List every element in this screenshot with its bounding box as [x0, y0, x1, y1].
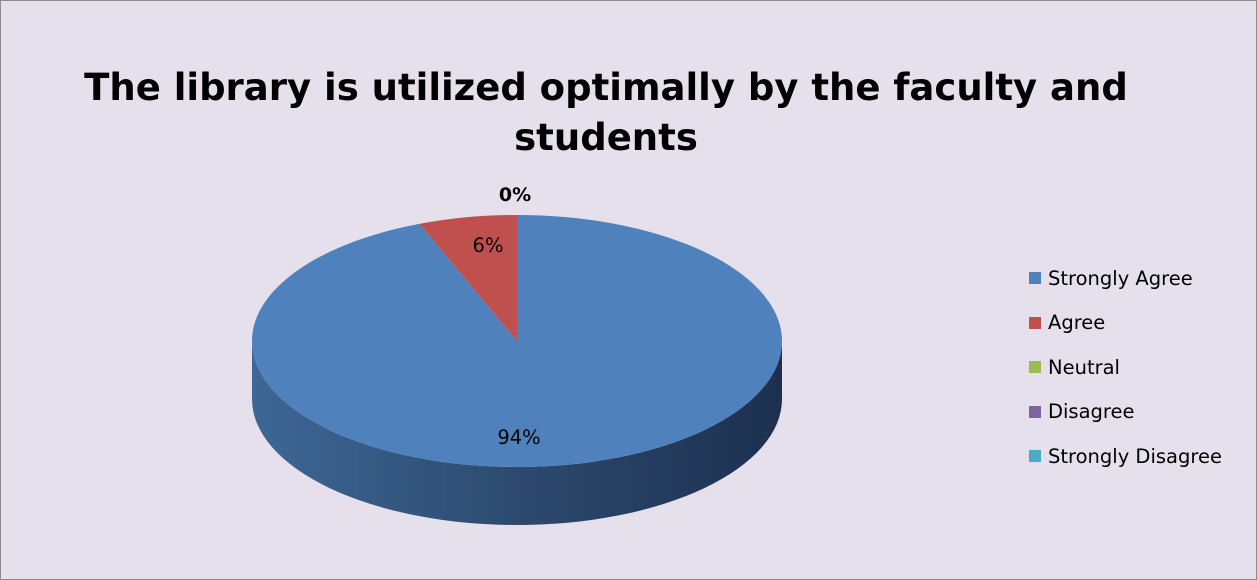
data-label-agree: 6% [473, 234, 504, 257]
legend-swatch [1029, 316, 1041, 329]
legend-swatch [1029, 450, 1041, 462]
legend-item-neutral: Neutral [1029, 352, 1254, 382]
legend-swatch [1029, 361, 1041, 373]
data-label-zero: 0% [499, 184, 531, 206]
legend-item-agree: Agree [1029, 308, 1254, 338]
data-label-strongly-agree: 94% [497, 426, 540, 449]
pie-labels: 94% 6% 0% [473, 184, 541, 449]
pie-slice-strongly-agree [252, 215, 783, 467]
legend-item-strongly-disagree: Strongly Disagree [1029, 441, 1254, 471]
pie-slices [252, 215, 783, 525]
chart-title: The library is utilized optimally by the… [84, 66, 1128, 159]
legend-swatch [1029, 405, 1041, 418]
pie-side-wall [252, 341, 782, 525]
legend-label: Disagree [1048, 400, 1135, 423]
legend-item-disagree: Disagree [1029, 397, 1254, 427]
legend-label: Agree [1048, 311, 1106, 334]
legend-label: Strongly Disagree [1048, 444, 1222, 468]
pie-slice-agree [419, 215, 517, 341]
legend-label: Strongly Agree [1048, 266, 1193, 290]
legend-swatch [1029, 272, 1041, 284]
legend-label: Neutral [1048, 355, 1120, 379]
legend-item-strongly-agree: Strongly Agree [1029, 263, 1254, 293]
legend: Strongly Agree Agree Neutral Disagree Strong… [1029, 263, 1254, 486]
